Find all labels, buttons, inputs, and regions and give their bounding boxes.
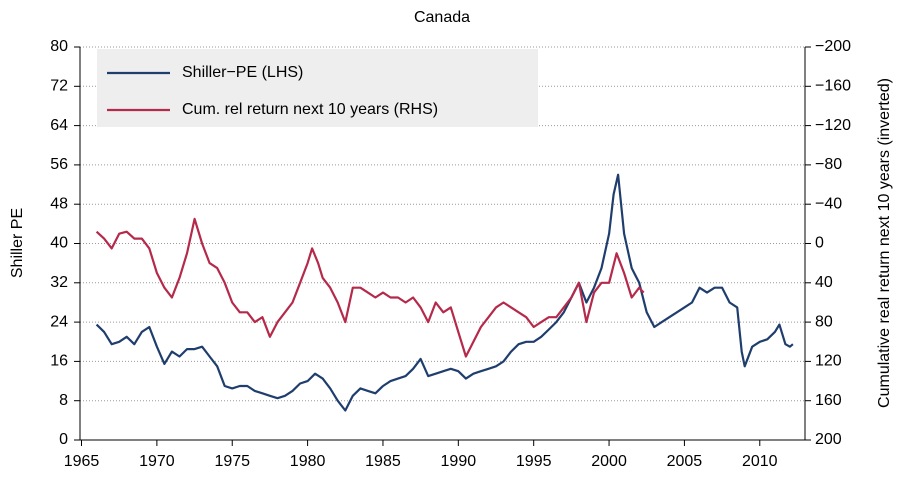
legend-box [97, 49, 538, 127]
y2-tick-label: 0 [815, 235, 824, 252]
y-tick-label: 72 [50, 78, 68, 95]
x-tick-label: 1975 [214, 453, 250, 470]
y2-tick-label: 40 [815, 274, 833, 291]
x-tick-label: 2005 [667, 453, 703, 470]
x-tick-label: 2000 [591, 453, 627, 470]
y-tick-label: 64 [50, 117, 68, 134]
y2-tick-label: 160 [815, 392, 842, 409]
x-tick-label: 1990 [441, 453, 477, 470]
y2-tick-label: −80 [815, 156, 842, 173]
y2-axis-label: Cumulative real return next 10 years (in… [876, 78, 893, 408]
y2-tick-label: −200 [815, 38, 851, 55]
y-tick-label: 56 [50, 156, 68, 173]
y-tick-label: 16 [50, 353, 68, 370]
y2-tick-label: −40 [815, 195, 842, 212]
y-tick-label: 0 [59, 431, 68, 448]
y2-tick-label: −120 [815, 117, 851, 134]
y-tick-label: 32 [50, 274, 68, 291]
y-tick-label: 8 [59, 392, 68, 409]
y-tick-label: 40 [50, 235, 68, 252]
series-line [95, 173, 794, 412]
legend-label: Shiller−PE (LHS) [182, 64, 303, 81]
x-tick-label: 1980 [290, 453, 326, 470]
y-tick-label: 48 [50, 195, 68, 212]
y-tick-label: 24 [50, 313, 68, 330]
legend-label: Cum. rel return next 10 years (RHS) [182, 101, 438, 118]
y2-tick-label: 120 [815, 353, 842, 370]
x-tick-label: 1970 [139, 453, 175, 470]
x-tick-label: 1965 [64, 453, 100, 470]
series-line [95, 217, 645, 358]
x-tick-label: 2010 [742, 453, 778, 470]
x-tick-label: 1995 [516, 453, 552, 470]
y2-tick-label: 80 [815, 313, 833, 330]
y-axis-label: Shiller PE [9, 208, 26, 278]
y2-tick-label: −160 [815, 78, 851, 95]
chart-title: Canada [414, 9, 470, 26]
y-tick-label: 80 [50, 38, 68, 55]
x-tick-label: 1985 [365, 453, 401, 470]
y2-tick-label: 200 [815, 431, 842, 448]
